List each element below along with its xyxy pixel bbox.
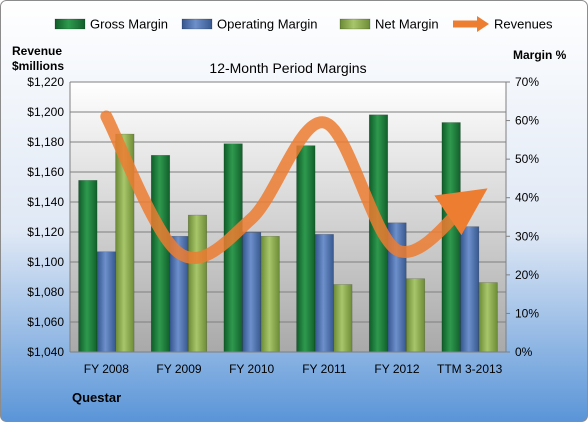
bars [78,114,498,353]
left-tick-label: $1,080 [27,285,64,299]
right-tick-label: 50% [515,152,539,166]
left-tick-label: $1,040 [27,345,64,359]
right-tick-label: 20% [515,268,539,282]
gross-margin-bar [150,154,171,353]
plot-area [70,82,506,352]
operating-margin-bar [242,232,262,353]
right-tick-label: 70% [515,75,539,89]
net-margin-bar [333,284,353,353]
net-margin-legend-label: Net Margin [375,17,439,32]
right-tick-label: 60% [515,114,539,128]
right-tick-label: 0% [515,345,533,359]
left-tick-label: $1,140 [27,195,64,209]
category-label: FY 2008 [84,362,129,376]
legend: Gross Margin Operating Margin Net Margin Re… [54,16,553,32]
left-tick-label: $1,060 [27,315,64,329]
gross-margin-bar [78,180,98,353]
left-axis-label-line1: Revenue [12,44,62,58]
left-tick-label: $1,100 [27,255,64,269]
gross-margin-bar [441,122,461,353]
operating-margin-bar [314,234,334,353]
left-axis-label-line2: $millions [12,59,64,73]
category-label: FY 2011 [302,362,347,376]
operating-margin-bar [460,226,480,353]
right-axis-label: Margin % [513,48,567,62]
left-tick-label: $1,120 [27,225,64,239]
category-label: TTM 3-2013 [437,362,503,376]
chart-title: 12-Month Period Margins [209,60,366,76]
net-margin-bar [260,235,280,353]
net-margin-bar [405,278,426,353]
operating-margin-legend-swatch [181,18,213,30]
right-tick-label: 10% [515,306,539,320]
category-label: FY 2010 [229,362,274,376]
net-margin-legend-swatch [339,18,371,30]
revenues-line [100,110,488,264]
revenue-line-group [100,110,488,264]
axes: $1,040 $1,060 $1,080 $1,100 $1,120 $1,140 $1,1… [27,75,539,376]
net-margin-bar [478,282,498,353]
left-tick-label: $1,180 [27,135,64,149]
revenues-legend-label: Revenues [494,17,553,32]
category-label: FY 2012 [374,362,419,376]
left-tick-label: $1,160 [27,165,64,179]
left-tick-label: $1,200 [27,105,64,119]
category-label: FY 2009 [156,362,201,376]
gross-margin-bar [296,145,316,353]
operating-margin-bar [96,251,116,353]
left-tick-label: $1,220 [27,75,64,89]
gross-margin-legend-swatch [54,18,86,30]
right-tick-label: 30% [515,229,539,243]
right-tick-label: 40% [515,191,539,205]
operating-margin-legend-label: Operating Margin [217,17,317,32]
gross-margin-legend-label: Gross Margin [90,17,168,32]
net-margin-bar [187,214,208,353]
revenues-legend-arrow [477,16,489,32]
company-label: Questar [72,390,121,405]
